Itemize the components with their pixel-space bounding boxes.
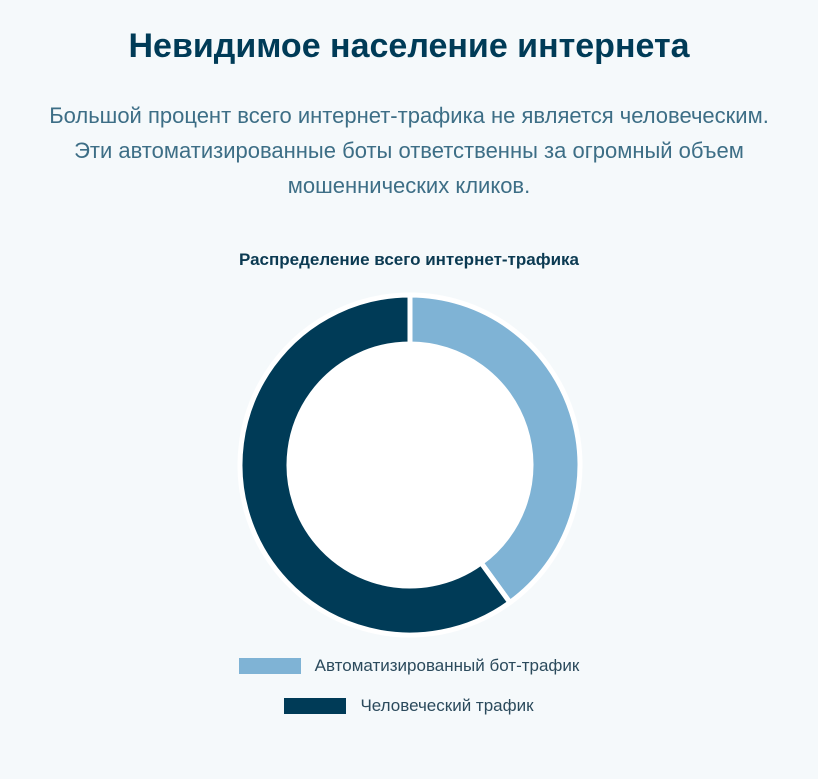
legend-label-0: Автоматизированный бот-трафик	[314, 656, 580, 675]
donut-slice-0[interactable]	[407, 292, 583, 607]
page-subtitle: Большой процент всего интернет-трафика н…	[49, 103, 769, 198]
donut-slice-1[interactable]	[237, 292, 514, 638]
legend-swatch-0	[238, 658, 301, 674]
legend-item-0[interactable]: Автоматизированный бот-трафик	[0, 652, 818, 680]
donut-chart	[237, 292, 583, 638]
chart-legend: Автоматизированный бот-трафик Человечески…	[0, 652, 818, 732]
page-title: Невидимое население интернета	[128, 27, 690, 65]
donut-hole	[291, 346, 529, 584]
chart-title: Распределение всего интернет-трафика	[238, 250, 580, 269]
legend-item-1[interactable]: Человеческий трафик	[0, 692, 818, 720]
legend-label-1: Человеческий трафик	[360, 696, 534, 715]
legend-swatch-1	[284, 698, 347, 714]
